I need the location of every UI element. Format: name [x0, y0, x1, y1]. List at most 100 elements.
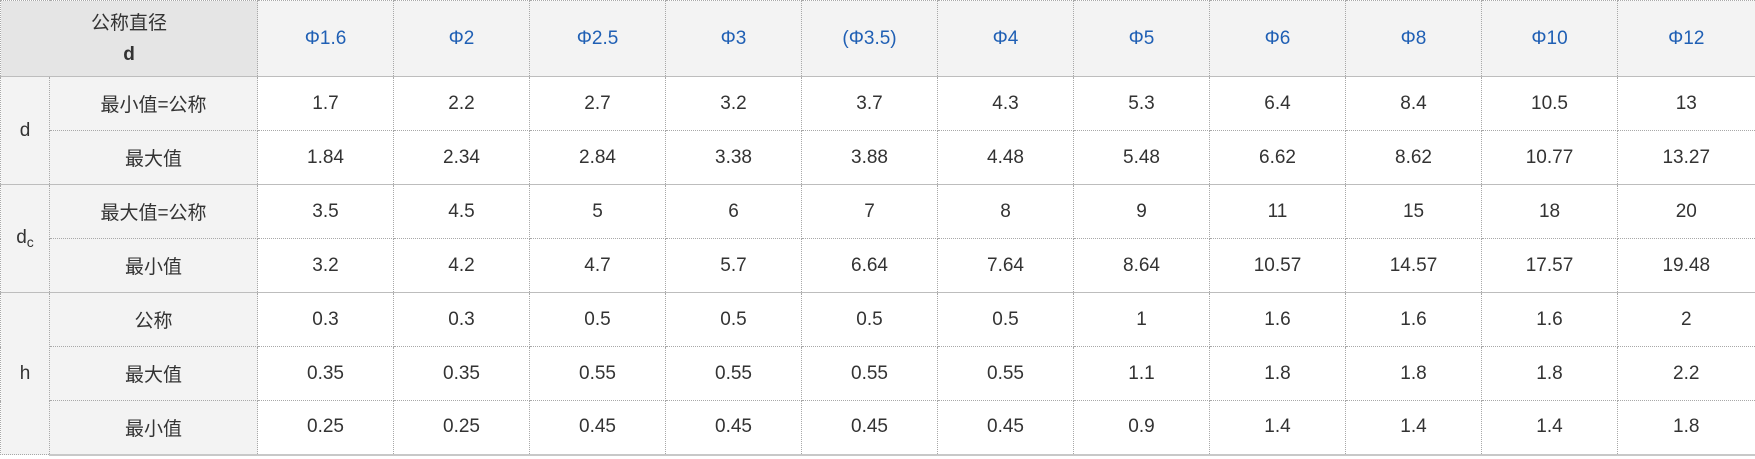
value-cell: 0.5: [529, 292, 667, 347]
value-cell: 13: [1617, 76, 1755, 131]
value-cell: 1: [1073, 292, 1211, 347]
value-cell: 1.6: [1209, 292, 1347, 347]
value-cell: 0.35: [257, 346, 395, 401]
row-label: 公称: [48, 292, 259, 347]
column-header: Φ12: [1617, 0, 1755, 77]
value-cell: 0.55: [937, 346, 1075, 401]
value-cell: 10.57: [1209, 238, 1347, 293]
value-cell: 0.5: [665, 292, 803, 347]
value-cell: 6.4: [1209, 76, 1347, 131]
value-cell: 1.4: [1345, 400, 1483, 456]
value-cell: 0.25: [393, 400, 531, 456]
value-cell: 4.3: [937, 76, 1075, 131]
row-label: 最大值: [48, 346, 259, 401]
header-row: 公称直径 d Φ1.6 Φ2 Φ2.5 Φ3 (Φ3.5) Φ4 Φ5 Φ6 Φ8 Φ10 Φ12: [0, 0, 1755, 77]
column-header: Φ2.5: [529, 0, 667, 77]
value-cell: 8.64: [1073, 238, 1211, 293]
value-cell: 0.55: [801, 346, 939, 401]
value-cell: 1.7: [257, 76, 395, 131]
table-row: dc 最大值=公称 3.5 4.5 5 6 7 8 9 11 15 18 20: [0, 184, 1755, 293]
value-cell: 6.62: [1209, 130, 1347, 185]
value-cell: 5.3: [1073, 76, 1211, 131]
group-label: d: [0, 76, 50, 185]
value-cell: 7: [801, 184, 939, 239]
value-cell: 0.45: [665, 400, 803, 456]
group-label-text: d: [19, 119, 31, 141]
value-cell: 10.77: [1481, 130, 1619, 185]
column-header: Φ8: [1345, 0, 1483, 77]
row-label: 最小值: [48, 400, 259, 456]
value-cell: 3.2: [665, 76, 803, 131]
value-cell: 0.55: [529, 346, 667, 401]
column-header: Φ5: [1073, 0, 1211, 77]
table-row: d 最小值=公称 1.7 2.2 2.7 3.2 3.7 4.3 5.3 6.4 8.4 10.5 13: [0, 76, 1755, 185]
value-cell: 3.7: [801, 76, 939, 131]
table-row: 最小值 0.25 0.25 0.45 0.45 0.45 0.45 0.9 1.4 1.4 1.4 1…: [1, 400, 1755, 456]
value-cell: 13.27: [1617, 130, 1755, 185]
value-cell: 19.48: [1617, 238, 1755, 293]
group-label: dc: [0, 184, 50, 293]
value-cell: 8.62: [1345, 130, 1483, 185]
column-header: (Φ3.5): [801, 0, 939, 77]
value-cell: 0.45: [801, 400, 939, 456]
value-cell: 8.4: [1345, 76, 1483, 131]
value-cell: 9: [1073, 184, 1211, 239]
value-cell: 0.25: [257, 400, 395, 456]
table-row: 最大值 0.35 0.35 0.55 0.55 0.55 0.55 1.1 1.8 1.8 1.8 2…: [1, 346, 1755, 401]
value-cell: 1.8: [1617, 400, 1755, 456]
group-label-text: d: [16, 227, 27, 248]
value-cell: 1.4: [1481, 400, 1619, 456]
value-cell: 0.5: [801, 292, 939, 347]
value-cell: 0.3: [257, 292, 395, 347]
value-cell: 1.1: [1073, 346, 1211, 401]
value-cell: 0.45: [937, 400, 1075, 456]
value-cell: 4.48: [937, 130, 1075, 185]
column-header: Φ3: [665, 0, 803, 77]
value-cell: 5.48: [1073, 130, 1211, 185]
value-cell: 0.45: [529, 400, 667, 456]
value-cell: 0.9: [1073, 400, 1211, 456]
table-row: 最小值 3.2 4.2 4.7 5.7 6.64 7.64 8.64 10.57 14.57 17.…: [1, 238, 1755, 293]
value-cell: 2.84: [529, 130, 667, 185]
group-label-subscript: c: [26, 234, 34, 250]
value-cell: 5.7: [665, 238, 803, 293]
value-cell: 2.7: [529, 76, 667, 131]
value-cell: 3.88: [801, 130, 939, 185]
column-header: Φ10: [1481, 0, 1619, 77]
table-row: 最大值 1.84 2.34 2.84 3.38 3.88 4.48 5.48 6.62 8.62 1…: [1, 130, 1755, 185]
row-label: 最小值=公称: [48, 76, 259, 131]
row-label: 最大值=公称: [48, 184, 259, 239]
group-label: h: [0, 292, 50, 455]
corner-sublabel: d: [123, 43, 135, 65]
value-cell: 1.84: [257, 130, 395, 185]
value-cell: 1.8: [1481, 346, 1619, 401]
corner-header: 公称直径 d: [0, 0, 259, 77]
row-label: 最大值: [48, 130, 259, 185]
corner-label: 公称直径: [91, 12, 168, 34]
value-cell: 3.38: [665, 130, 803, 185]
value-cell: 2: [1617, 292, 1755, 347]
table-row: h 公称 0.3 0.3 0.5 0.5 0.5 0.5 1 1.6 1.6 1.6 2: [0, 292, 1755, 455]
value-cell: 4.7: [529, 238, 667, 293]
value-cell: 4.5: [393, 184, 531, 239]
value-cell: 1.8: [1345, 346, 1483, 401]
column-header: Φ4: [937, 0, 1075, 77]
value-cell: 1.4: [1209, 400, 1347, 456]
value-cell: 2.34: [393, 130, 531, 185]
column-header: Φ2: [393, 0, 531, 77]
value-cell: 2.2: [1617, 346, 1755, 401]
value-cell: 15: [1345, 184, 1483, 239]
value-cell: 0.5: [937, 292, 1075, 347]
column-header: Φ1.6: [257, 0, 395, 77]
group-label-text: h: [19, 362, 31, 384]
value-cell: 3.2: [257, 238, 395, 293]
value-cell: 17.57: [1481, 238, 1619, 293]
value-cell: 20: [1617, 184, 1755, 239]
value-cell: 7.64: [937, 238, 1075, 293]
value-cell: 1.8: [1209, 346, 1347, 401]
value-cell: 3.5: [257, 184, 395, 239]
value-cell: 6.64: [801, 238, 939, 293]
value-cell: 6: [665, 184, 803, 239]
value-cell: 0.35: [393, 346, 531, 401]
